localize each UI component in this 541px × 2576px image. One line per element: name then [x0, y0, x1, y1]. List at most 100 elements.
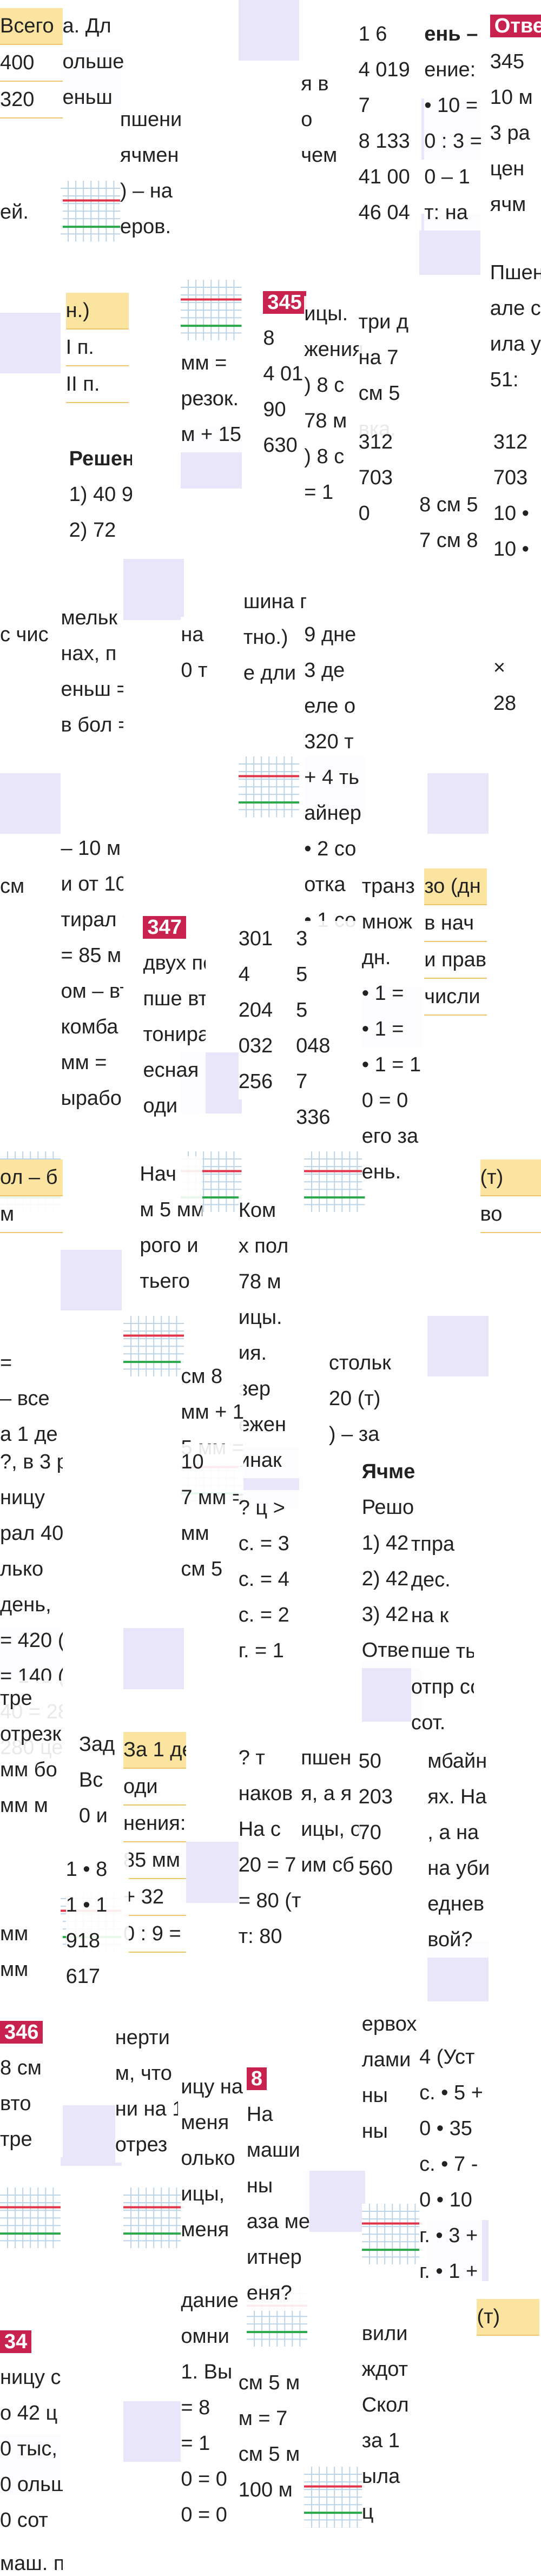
text: ны	[361, 2120, 388, 2143]
text-line: шина п	[243, 584, 306, 620]
text-line: мм	[181, 1516, 243, 1551]
text-line: тпра	[411, 1526, 474, 1562]
decor-square	[427, 773, 489, 834]
text-line: нения:	[123, 1806, 186, 1842]
text-line: сот.	[411, 1705, 474, 1741]
text: г. • 3 +	[419, 2224, 478, 2247]
decor-square	[61, 1250, 122, 1311]
text: 0 ольше	[0, 2473, 63, 2496]
text-line: 7	[359, 88, 421, 123]
text: 2) 42	[361, 1567, 409, 1590]
text-line: 34	[0, 2324, 63, 2360]
text-line: 4 01	[263, 356, 326, 392]
text: = 85 м	[61, 944, 122, 967]
text: ? ц >	[238, 1496, 285, 1519]
text-line: рал 40	[0, 1516, 63, 1551]
text-fragment: ицу на меня олько ицы, меня	[181, 2068, 244, 2248]
text-line: ицы, о	[301, 1811, 364, 1847]
text-line: г. • 3 +	[419, 2218, 482, 2254]
text: 312	[493, 431, 528, 454]
text-line: мм =	[61, 1045, 123, 1081]
text: 4 (Уст	[419, 2045, 475, 2068]
text-line: ицы.	[304, 296, 367, 332]
text: оди	[143, 1094, 178, 1117]
text: 703	[358, 466, 393, 490]
text: 1 6	[358, 23, 387, 46]
text: 1) 40 9 дне	[69, 483, 132, 506]
text-line: пше втор	[143, 981, 206, 1017]
text: 256	[238, 1070, 273, 1093]
text: 5	[296, 999, 308, 1022]
text-line: ны	[247, 2168, 309, 2204]
decor-square	[427, 1315, 489, 1377]
text-line: 320 т	[304, 724, 367, 760]
text-line: с. = 4	[239, 1562, 301, 1597]
text: ) – на	[120, 180, 173, 203]
text-line: 8 см	[0, 2050, 63, 2086]
text-fragment: н.) I п. II п.	[65, 293, 129, 404]
text-line: 7 см 8	[419, 523, 482, 558]
text-line: Ячме	[362, 1454, 425, 1490]
text-line: 10 •	[493, 496, 541, 531]
text-line: 3	[296, 921, 359, 957]
text: мельк	[61, 607, 118, 630]
text-line: • 2 со	[304, 831, 367, 867]
text-line: 630	[263, 427, 326, 463]
text-fragment: я в о чем	[301, 65, 364, 173]
text-line: 0 – 1	[424, 159, 487, 195]
text: ях. На	[427, 1785, 487, 1808]
text: • 1 =	[361, 981, 404, 1005]
text: 0 = 0	[181, 2467, 227, 2491]
text-line: омни	[181, 2318, 243, 2354]
text-line: За 1 день	[123, 1731, 186, 1769]
text: в бол = 0	[61, 714, 123, 737]
text-fragment: 346 8 см вто тре	[0, 2014, 63, 2158]
text-fragment: 8 На маши ны аза ме итнер еня?	[246, 2060, 309, 2311]
text-line: пшени	[120, 102, 183, 137]
text: ицы,	[181, 2182, 225, 2205]
text-line: мм бо	[0, 1752, 63, 1788]
text-line: дание	[181, 2283, 243, 2318]
text: пше втор	[143, 987, 206, 1010]
text-line: , а на	[427, 1815, 490, 1850]
text-line: м, что	[115, 2055, 178, 2091]
text: с. = 4	[238, 1567, 289, 1591]
text: комба	[61, 1015, 118, 1038]
text: 346	[0, 2021, 43, 2044]
text-line: • 10 =	[424, 88, 487, 123]
text: 560	[358, 1856, 393, 1880]
text-line: тре	[0, 1681, 63, 1716]
text-fragment: ? ц > с. = 3 с. = 4 с. = 2 г. = 1	[238, 1490, 301, 1669]
text-line: 10	[181, 1444, 243, 1480]
text: мм бо	[0, 1758, 57, 1782]
text-line: ом – второ	[61, 973, 123, 1009]
text: – 10 м	[61, 836, 121, 860]
text: Зад	[78, 1733, 115, 1756]
text: отрез	[115, 2133, 168, 2156]
text-fragment: 347 двух пере пше втор тонирал есная в оди	[143, 909, 206, 1124]
text: ицы, о	[301, 1817, 362, 1841]
text: 100 м	[238, 2478, 293, 2501]
text: м 5 мм	[140, 1198, 203, 1221]
text-line: ницу	[0, 1480, 63, 1516]
text: см	[0, 874, 25, 898]
text-line: 3 ра	[490, 115, 541, 151]
text: 0 сот	[0, 2508, 48, 2532]
text: им сб	[301, 1853, 354, 1876]
text: ежен	[238, 1413, 286, 1436]
text: 0	[358, 502, 370, 525]
text: мм =	[181, 352, 227, 375]
text-line: 400	[0, 45, 63, 82]
text: пшени	[120, 108, 182, 131]
text: г. = 1	[238, 1639, 284, 1662]
text-line: Ком	[239, 1193, 301, 1228]
text-line: еле о	[304, 688, 367, 724]
text: мм + 1	[181, 1400, 244, 1424]
text-line: еня?	[247, 2275, 309, 2311]
text: Вс	[78, 1769, 103, 1792]
text-line: 0 сот	[0, 2502, 63, 2538]
text-line: 78 м	[304, 403, 367, 439]
text: с чис	[0, 623, 49, 646]
text: меня	[181, 2218, 229, 2241]
text-line: ц	[362, 2494, 425, 2530]
